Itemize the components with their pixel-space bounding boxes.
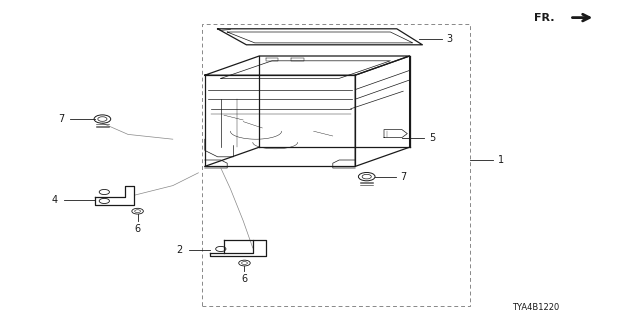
Text: 2: 2	[176, 244, 182, 255]
Text: 6: 6	[241, 274, 248, 284]
Text: 1: 1	[498, 155, 504, 165]
Text: TYA4B1220: TYA4B1220	[512, 303, 559, 312]
Text: FR.: FR.	[534, 12, 555, 23]
Text: 6: 6	[134, 224, 141, 234]
Text: 7: 7	[58, 114, 64, 124]
Text: 7: 7	[401, 172, 407, 182]
Text: 5: 5	[429, 132, 435, 143]
Text: 4: 4	[51, 195, 58, 205]
Bar	[202, 24, 470, 306]
Text: 3: 3	[447, 34, 453, 44]
